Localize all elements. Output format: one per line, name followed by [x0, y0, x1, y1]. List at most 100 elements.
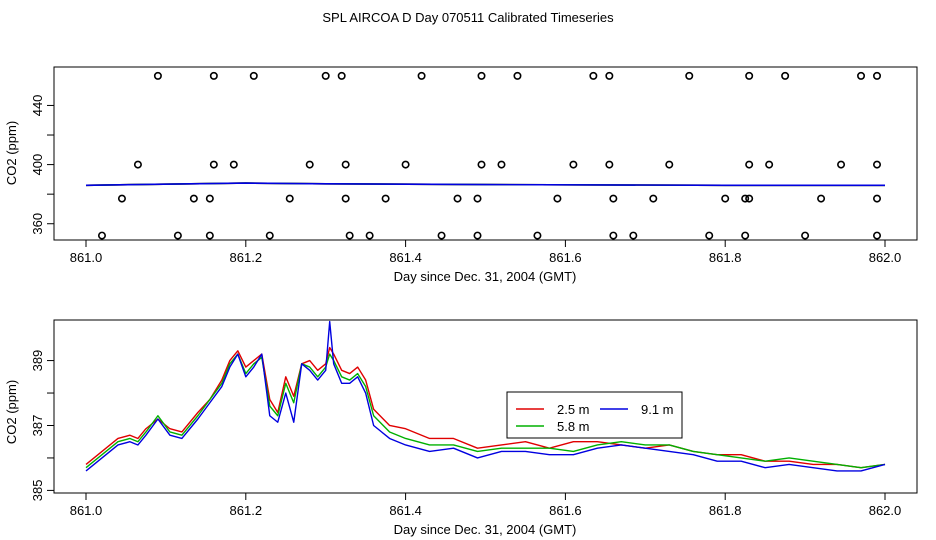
scatter-point	[745, 194, 754, 203]
top-y-tick-label: 400	[30, 154, 45, 176]
scatter-point	[173, 231, 182, 240]
scatter-point	[817, 194, 826, 203]
scatter-point	[533, 231, 542, 240]
bottom-x-axis-label: Day since Dec. 31, 2004 (GMT)	[394, 522, 577, 537]
scatter-point	[341, 194, 350, 203]
bottom-panel: 861.0 861.2 861.4 861.6 861.8 862.0 385 387 389…	[4, 319, 918, 537]
scatter-point	[321, 71, 330, 80]
scatter-point	[745, 71, 754, 80]
scatter-point	[209, 160, 218, 169]
top-x-tick-label: 861.8	[709, 250, 742, 265]
scatter-point	[837, 160, 846, 169]
scatter-point	[765, 160, 774, 169]
scatter-point	[477, 71, 486, 80]
scatter-point	[609, 194, 618, 203]
scatter-point	[365, 231, 374, 240]
bottom-x-tick-label: 861.6	[549, 503, 582, 518]
scatter-point	[205, 231, 214, 240]
bottom-y-axis: 385 387 389	[30, 350, 54, 502]
top-x-axis: 861.0 861.2 861.4 861.6 861.8 862.0	[70, 240, 902, 265]
scatter-point	[265, 231, 274, 240]
scatter-point	[133, 160, 142, 169]
bottom-y-axis-label: CO2 (ppm)	[4, 380, 19, 444]
scatter-point	[229, 160, 238, 169]
bottom-x-tick-label: 861.0	[70, 503, 103, 518]
top-x-tick-label: 862.0	[869, 250, 902, 265]
scatter-point	[205, 194, 214, 203]
top-plot-frame	[53, 66, 918, 241]
scatter-point	[741, 194, 750, 203]
scatter-point	[381, 194, 390, 203]
scatter-point	[497, 160, 506, 169]
legend-label-2-5m: 2.5 m	[557, 402, 590, 417]
scatter-point	[745, 160, 754, 169]
scatter-point	[553, 194, 562, 203]
scatter-point	[589, 71, 598, 80]
bottom-y-tick-label: 387	[30, 415, 45, 437]
top-series-line-9-1-m	[85, 182, 885, 187]
scatter-point	[209, 71, 218, 80]
scatter-point	[285, 194, 294, 203]
scatter-point	[569, 160, 578, 169]
top-y-tick-label: 440	[30, 95, 45, 117]
scatter-point	[605, 71, 614, 80]
scatter-point	[189, 194, 198, 203]
scatter-point	[649, 194, 658, 203]
bottom-series-line-5-8-m	[85, 353, 886, 469]
scatter-point	[705, 231, 714, 240]
scatter-point	[873, 231, 882, 240]
scatter-point	[337, 71, 346, 80]
scatter-point	[345, 231, 354, 240]
bottom-x-tick-label: 861.4	[389, 503, 422, 518]
bottom-plot-frame	[53, 319, 918, 494]
scatter-point	[117, 194, 126, 203]
top-x-tick-label: 861.6	[549, 250, 582, 265]
bottom-x-axis: 861.0 861.2 861.4 861.6 861.8 862.0	[70, 493, 902, 518]
bottom-series-lines	[85, 320, 886, 472]
top-y-axis: 360 400 440	[30, 95, 54, 235]
scatter-point	[721, 194, 730, 203]
scatter-point	[605, 160, 614, 169]
bottom-series-line-9-1-m	[85, 320, 886, 472]
legend-label-9-1m: 9.1 m	[641, 402, 674, 417]
top-panel: 861.0 861.2 861.4 861.6 861.8 862.0 360 400 440…	[4, 66, 918, 284]
scatter-point	[873, 194, 882, 203]
bottom-x-tick-label: 862.0	[869, 503, 902, 518]
top-x-tick-label: 861.0	[70, 250, 103, 265]
figure-title: SPL AIRCOA D Day 070511 Calibrated Times…	[322, 10, 614, 25]
top-x-axis-label: Day since Dec. 31, 2004 (GMT)	[394, 269, 577, 284]
legend: 2.5 m 9.1 m 5.8 m	[506, 391, 683, 439]
legend-box	[506, 391, 683, 439]
scatter-point	[781, 71, 790, 80]
scatter-point	[249, 71, 258, 80]
scatter-point	[609, 231, 618, 240]
scatter-point	[341, 160, 350, 169]
top-y-axis-label: CO2 (ppm)	[4, 121, 19, 185]
scatter-point	[473, 194, 482, 203]
bottom-x-tick-label: 861.2	[230, 503, 263, 518]
top-x-tick-label: 861.4	[389, 250, 422, 265]
scatter-point	[417, 71, 426, 80]
scatter-point	[513, 71, 522, 80]
scatter-point	[477, 160, 486, 169]
scatter-point	[857, 71, 866, 80]
bottom-x-tick-label: 861.8	[709, 503, 742, 518]
top-series-lines	[85, 182, 885, 187]
scatter-point	[97, 231, 106, 240]
scatter-point	[305, 160, 314, 169]
scatter-point	[665, 160, 674, 169]
bottom-y-tick-label: 385	[30, 480, 45, 502]
scatter-point	[629, 231, 638, 240]
legend-label-5-8m: 5.8 m	[557, 419, 590, 434]
scatter-point	[685, 71, 694, 80]
scatter-point	[401, 160, 410, 169]
scatter-point	[741, 231, 750, 240]
scatter-point	[873, 71, 882, 80]
scatter-point	[453, 194, 462, 203]
top-y-tick-label: 360	[30, 213, 45, 235]
scatter-point	[801, 231, 810, 240]
top-scatter-points	[97, 71, 882, 240]
scatter-point	[873, 160, 882, 169]
top-x-tick-label: 861.2	[230, 250, 263, 265]
